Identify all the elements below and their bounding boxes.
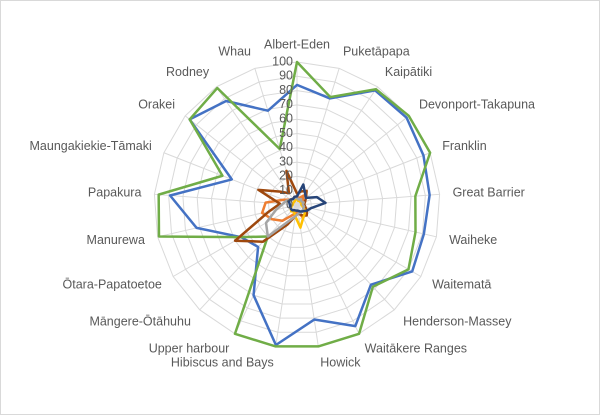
spoke	[296, 204, 360, 335]
category-label: Papakura	[88, 185, 142, 199]
category-label: Great Barrier	[453, 185, 525, 199]
spoke	[275, 204, 298, 347]
category-label: Howick	[320, 356, 361, 370]
grid-ring	[239, 147, 355, 263]
spoke	[157, 204, 298, 238]
grid-ring	[253, 161, 341, 248]
axis-tick-label: 90	[279, 69, 293, 83]
spoke	[216, 86, 298, 206]
grid-ring	[210, 118, 384, 291]
category-label: Ōtara-Papatoetoe	[63, 277, 162, 291]
axis-tick-label: 30	[279, 154, 293, 168]
spoke	[296, 204, 422, 277]
category-label: Waiheke	[449, 233, 497, 247]
category-label: Puketāpapa	[343, 44, 410, 58]
category-label: Upper harbour	[149, 341, 230, 355]
axis-tick-label: 80	[279, 83, 293, 97]
category-label: Waitematā	[432, 277, 491, 291]
category-label: Orakei	[138, 98, 175, 112]
spoke	[199, 204, 298, 311]
series-line	[157, 60, 432, 348]
axis-tick-label: 10	[279, 183, 293, 197]
spoke	[254, 68, 298, 206]
axis-tick-label: 0	[286, 197, 293, 211]
series-line	[168, 83, 431, 347]
axis-tick-label: 60	[279, 111, 293, 125]
category-label: Maungakiekie-Tāmaki	[30, 139, 152, 153]
category-label: Kaipātiki	[385, 65, 432, 79]
spoke	[184, 115, 298, 206]
axis-tick-label: 70	[279, 97, 293, 111]
spoke	[154, 193, 298, 206]
category-label: Henderson-Massey	[403, 315, 512, 329]
category-label: Hibiscus and Bays	[171, 356, 274, 370]
category-label: Manurewa	[87, 233, 145, 247]
spoke	[296, 204, 395, 311]
spoke	[296, 115, 410, 206]
spoke	[296, 86, 378, 206]
grid-ring	[225, 132, 369, 277]
category-label: Franklin	[442, 139, 487, 153]
category-label: Whau	[218, 44, 251, 58]
category-label: Waitākere Ranges	[365, 341, 467, 355]
spoke	[296, 204, 437, 238]
series-line	[287, 183, 327, 213]
series-line	[264, 196, 306, 238]
spoke	[296, 152, 431, 206]
axis-tick-label: 100	[272, 54, 293, 68]
category-label: Rodney	[166, 65, 210, 79]
axis-tick-label: 40	[279, 140, 293, 154]
grid-ring	[182, 90, 412, 319]
axis-tick-label: 50	[279, 126, 293, 140]
spoke	[296, 68, 340, 206]
axis-tick-label: 20	[279, 169, 293, 183]
category-label: Devonport-Takapuna	[419, 98, 535, 112]
category-label: Māngere-Ōtāhuhu	[89, 315, 191, 329]
category-label: Albert-Eden	[264, 37, 330, 51]
